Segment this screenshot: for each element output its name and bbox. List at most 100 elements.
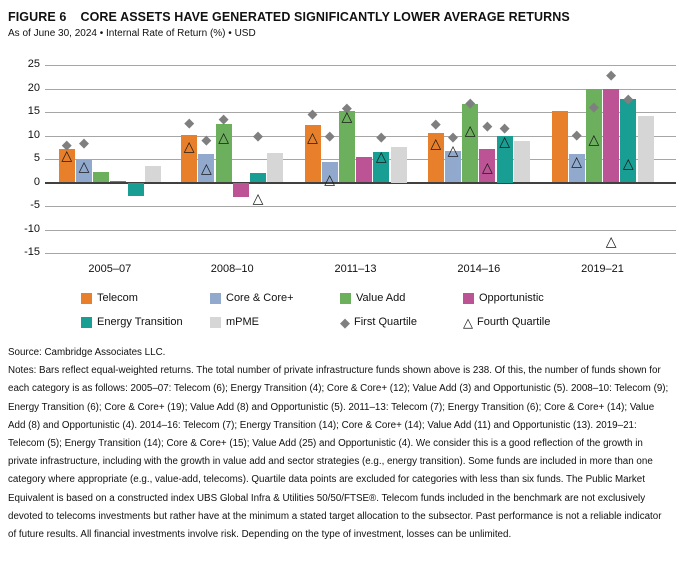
first-quartile-marker-icon: ◆ [465, 95, 476, 111]
first-quartile-marker-icon: ◆ [376, 128, 387, 144]
legend-label: Opportunistic [479, 292, 544, 304]
first-quartile-marker-icon: ◆ [623, 90, 634, 106]
bar-telecom [304, 124, 321, 183]
gridline [45, 206, 676, 207]
bar-energy-transition [620, 99, 637, 183]
y-tick-label: -5 [30, 199, 40, 211]
legend-item-fourth-quartile: △ Fourth Quartile [463, 310, 681, 334]
notes-paragraph: Notes: Bars reflect equal-weighted retur… [8, 365, 669, 541]
chart-plot-area: ◆ ◆ ◆ ◆ ◆ ◆ ◆ ◆ ◆ ◆ ◆ ◆ ◆ ◆ ◆ ◆ ◆ ◆ ◆ △ △ △ △ △ △ △ △ △ △ △ △ △ △ △ △ △ △ △ [45, 65, 676, 254]
legend-item-core-core: Core & Core+ [210, 286, 340, 310]
fourth-quartile-marker-icon: △ [324, 170, 336, 187]
fourth-quartile-marker-icon: △ [78, 158, 90, 175]
gridline [45, 88, 676, 90]
bar-core-core [321, 162, 338, 183]
legend-label: First Quartile [354, 316, 417, 328]
first-quartile-marker-icon: ◆ [341, 99, 352, 115]
bar-core-core [445, 151, 461, 183]
bar-opportunistic [232, 182, 249, 198]
fourth-quartile-marker-icon: △ [447, 141, 459, 158]
y-tick-label: -10 [24, 222, 40, 235]
telecom-swatch-icon [81, 292, 92, 304]
fourth-quartile-marker-icon: △ [218, 128, 229, 145]
fourth-quartile-marker-icon: △ [183, 137, 195, 154]
bar-core-core [568, 153, 585, 183]
figure-number-label: FIGURE 6 [8, 10, 67, 24]
first-quartile-marker-icon: ◆ [253, 127, 263, 143]
fourth-quartile-marker-icon: △ [201, 159, 212, 176]
first-quartile-marker-icon: ◆ [448, 128, 458, 144]
value-add-swatch-icon [340, 292, 351, 304]
first-quartile-marker-icon: ◆ [184, 115, 195, 131]
bar-value-add [462, 104, 479, 183]
first-quartile-marker-icon: ◆ [430, 116, 441, 132]
y-tick-label: 20 [27, 81, 40, 94]
fourth-quartile-marker-icon: △ [482, 158, 493, 175]
fourth-quartile-marker-icon: △ [307, 129, 318, 146]
fourth-quartile-marker-icon: △ [61, 147, 73, 164]
y-tick-label: 15 [27, 105, 40, 117]
legend-label: Fourth Quartile [477, 316, 551, 328]
first-quartile-marker-icon: ◆ [218, 110, 229, 126]
gridline [45, 135, 676, 137]
legend-label: Telecom [97, 292, 138, 304]
x-tick-label: 2014–16 [457, 263, 501, 275]
legend-label: Value Add [356, 292, 406, 304]
bar-core-core [198, 153, 215, 183]
bar-opportunistic [479, 149, 496, 183]
bar-telecom [551, 110, 568, 183]
bar-opportunistic [110, 180, 127, 183]
fourth-quartile-marker-icon: △ [464, 121, 476, 138]
fourth-quartile-marker-icon: △ [341, 108, 353, 125]
bar-value-add [93, 172, 110, 183]
bar-value-add [338, 110, 355, 183]
figure-title-text: CORE ASSETS HAVE GENERATED SIGNIFICANTLY… [80, 10, 570, 24]
gridline [45, 112, 676, 113]
y-tick-label: 25 [27, 58, 40, 70]
fourth-quartile-marker-icon: △ [588, 130, 600, 147]
fourth-quartile-marker-icon: △ [430, 134, 442, 151]
first-quartile-marker-icon: ◆ [61, 136, 72, 152]
x-tick-label: 2011–13 [334, 263, 377, 275]
x-tick-label: 2005–07 [88, 263, 132, 275]
legend-item-telecom: Telecom [81, 286, 210, 310]
first-quartile-marker-icon: ◆ [201, 131, 212, 147]
first-quartile-marker-icon: ◆ [606, 66, 617, 82]
fourth-quartile-marker-icon: △ [605, 232, 617, 249]
bar-mpme [513, 141, 530, 183]
y-tick-label: 5 [33, 152, 40, 164]
bar-opportunistic [603, 88, 620, 183]
bar-opportunistic [356, 156, 373, 183]
page-title: FIGURE 6 CORE ASSETS HAVE GENERATED SIGNI… [8, 10, 570, 24]
first-quartile-marker-icon: ◆ [499, 119, 510, 135]
gridline [45, 65, 676, 66]
source-line: Source: Cambridge Associates LLC. [8, 347, 166, 358]
legend-item-mpme: mPME [210, 310, 340, 334]
bar-telecom [181, 134, 198, 183]
x-tick-label: 2019–21 [581, 263, 624, 275]
fourth-quartile-marker-icon: △ [622, 155, 634, 172]
bar-core-core [76, 159, 92, 183]
bar-value-add [215, 124, 232, 183]
first-quartile-marker-icon: ◆ [588, 98, 599, 114]
legend-item-value-add: Value Add [340, 286, 463, 310]
bar-energy-transition [250, 172, 266, 183]
legend-label: Energy Transition [97, 316, 183, 328]
bar-mpme [390, 147, 407, 183]
first-quartile-marker-icon: ◆ [79, 135, 89, 151]
bar-mpme [144, 166, 161, 183]
legend-label: mPME [226, 316, 259, 328]
fourth-quartile-marker-icon: △ [252, 190, 264, 207]
first-quartile-marker-icon: ◆ [482, 117, 493, 133]
mpme-swatch-icon [210, 316, 221, 328]
y-tick-label: 10 [27, 128, 40, 141]
bar-energy-transition [127, 182, 144, 197]
legend-label: Core & Core+ [226, 292, 294, 304]
bar-mpme [637, 115, 654, 183]
first-quartile-marker-icon: ◆ [324, 128, 335, 144]
x-tick-label: 2008–10 [210, 263, 254, 275]
diamond-icon: ◆ [340, 314, 350, 330]
legend-item-opportunistic: Opportunistic [463, 286, 681, 310]
core-core-swatch-icon [210, 292, 221, 304]
